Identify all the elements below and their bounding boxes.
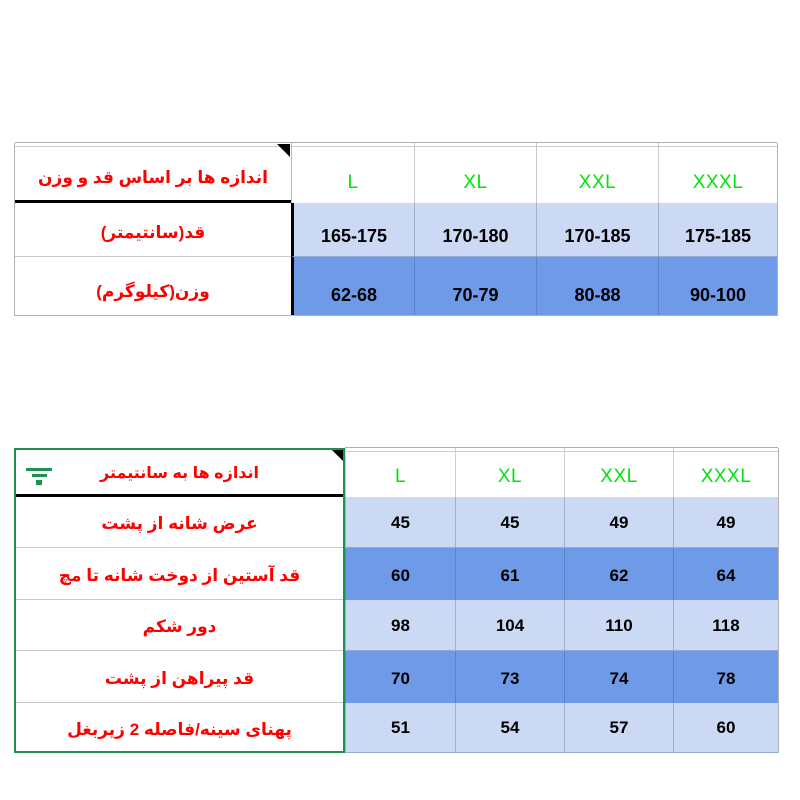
t1-size-header-xl: XL: [414, 143, 536, 203]
value-cell: 70-79: [414, 257, 536, 315]
t1-size-header-xxl: XXL: [536, 143, 658, 203]
table1-corner-label-text: اندازه ها بر اساس قد و وزن: [38, 168, 268, 187]
row-label-belly-circumference: دور شکم: [14, 600, 345, 651]
value-cell: 62-68: [291, 257, 414, 315]
table2-corner-label: اندازه ها به سانتیمتر: [14, 448, 345, 497]
value-cell: 80-88: [536, 257, 658, 315]
value-cell: 60: [673, 703, 778, 753]
filter-icon-bar: [26, 468, 52, 471]
row-label-shoulder-width: عرض شانه از پشت: [14, 497, 345, 548]
value-cell: 60: [345, 548, 455, 600]
value-cell: 45: [345, 497, 455, 548]
value-cell: 62: [564, 548, 673, 600]
row-label-shirt-length: قد پیراهن از پشت: [14, 651, 345, 703]
t2-size-header-xxxl: XXXL: [673, 448, 778, 497]
value-cell: 74: [564, 651, 673, 703]
filter-icon-bar: [36, 480, 42, 485]
value-cell: 118: [673, 600, 778, 651]
value-cell: 175-185: [658, 203, 777, 257]
filter-icon[interactable]: [26, 468, 52, 485]
value-cell: 104: [455, 600, 564, 651]
t2-size-header-xxl: XXL: [564, 448, 673, 497]
t2-size-header-xl: XL: [455, 448, 564, 497]
value-cell: 49: [673, 497, 778, 548]
value-cell: 49: [564, 497, 673, 548]
value-cell: 64: [673, 548, 778, 600]
table2-corner-label-text: اندازه ها به سانتیمتر: [99, 465, 260, 482]
table-sizes-by-height-weight: اندازه ها بر اساس قد و وزن L XL XXL XXXL…: [14, 142, 778, 316]
value-cell: 70: [345, 651, 455, 703]
t2-size-header-l: L: [345, 448, 455, 497]
value-cell: 61: [455, 548, 564, 600]
value-cell: 170-180: [414, 203, 536, 257]
value-cell: 90-100: [658, 257, 777, 315]
value-cell: 78: [673, 651, 778, 703]
value-cell: 165-175: [291, 203, 414, 257]
value-cell: 110: [564, 600, 673, 651]
row-label-height: قد(سانتیمتر): [15, 203, 291, 257]
corner-triangle-icon: [331, 449, 344, 462]
row-label-weight: وزن(کیلوگرم): [96, 282, 210, 301]
value-cell: 73: [455, 651, 564, 703]
row-label-chest-width: پهنای سینه/فاصله 2 زیربغل: [67, 720, 292, 739]
value-cell: 98: [345, 600, 455, 651]
value-cell: 57: [564, 703, 673, 753]
filter-icon-bar: [31, 474, 47, 477]
table-measurements-cm: اندازه ها به سانتیمتر L XL XXL XXXL عرض …: [14, 447, 779, 753]
value-cell: 45: [455, 497, 564, 548]
table1-corner-label: اندازه ها بر اساس قد و وزن: [15, 143, 291, 203]
t1-size-header-xxxl: XXXL: [658, 143, 777, 203]
row-label-sleeve-length: قد آستین از دوخت شانه تا مچ: [14, 548, 345, 600]
value-cell: 170-185: [536, 203, 658, 257]
value-cell: 54: [455, 703, 564, 753]
value-cell: 51: [345, 703, 455, 753]
corner-triangle-icon: [277, 144, 290, 157]
t1-size-header-l: L: [291, 143, 414, 203]
